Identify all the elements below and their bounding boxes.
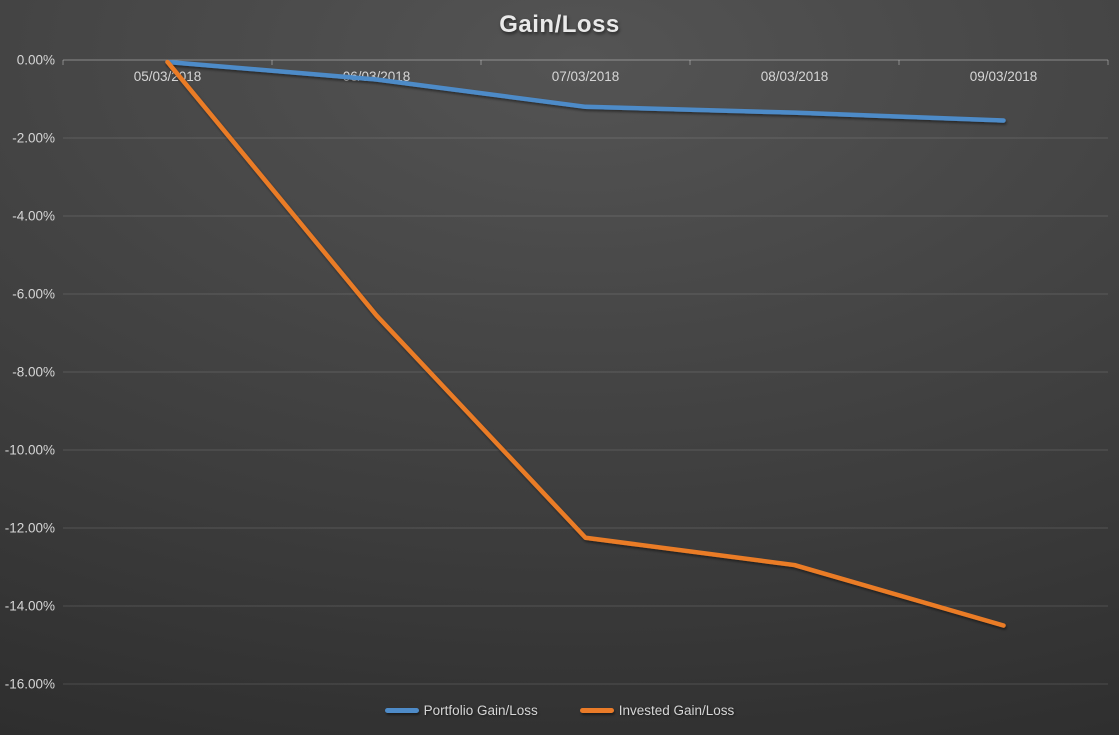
legend: Portfolio Gain/Loss Invested Gain/Loss [0, 703, 1119, 718]
y-axis-tick-label: -14.00% [5, 599, 55, 614]
y-axis-tick-label: -10.00% [5, 443, 55, 458]
chart-title: Gain/Loss [499, 11, 620, 38]
x-axis-category-label: 07/03/2018 [552, 69, 620, 84]
y-axis-tick-label: -4.00% [12, 209, 55, 224]
x-axis-category-label: 09/03/2018 [970, 69, 1038, 84]
invested-line-swatch-icon [579, 708, 614, 713]
y-axis-tick-label: 0.00% [17, 53, 55, 68]
y-axis-tick-label: -16.00% [5, 677, 55, 692]
legend-label-portfolio: Portfolio Gain/Loss [423, 703, 538, 718]
y-axis-tick-label: -8.00% [12, 365, 55, 380]
series-line-portfolio [165, 59, 1006, 123]
y-axis-tick-label: -12.00% [5, 521, 55, 536]
x-axis-category-label: 08/03/2018 [761, 69, 829, 84]
portfolio-line-swatch-icon [384, 708, 419, 713]
legend-item-portfolio: Portfolio Gain/Loss [384, 703, 538, 718]
series-line-invested [165, 59, 1006, 628]
legend-label-invested: Invested Gain/Loss [618, 703, 735, 718]
y-axis-tick-label: -2.00% [12, 131, 55, 146]
x-axis-category-label: 05/03/2018 [134, 69, 202, 84]
y-axis-tick-label: -6.00% [12, 287, 55, 302]
legend-item-invested: Invested Gain/Loss [579, 703, 735, 718]
